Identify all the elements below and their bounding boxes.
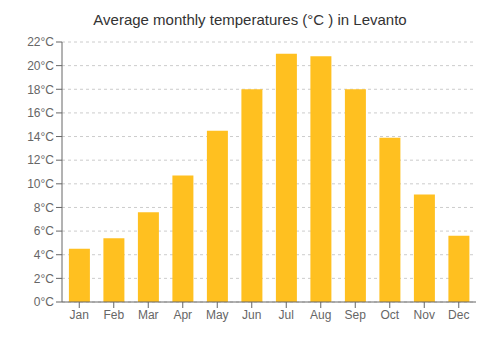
html-text:Average monthly temperatures (: Average monthly temperatures (°C ) in Le…	[93, 11, 407, 28]
svg-text:Jan: Jan	[70, 308, 89, 322]
svg-text:Mar: Mar	[138, 308, 159, 322]
svg-text:6°C: 6°C	[34, 224, 54, 238]
svg-text:22°C: 22°C	[27, 35, 54, 49]
svg-text:8°C: 8°C	[34, 201, 54, 215]
svg-text:Sep: Sep	[345, 308, 367, 322]
svg-text:12°C: 12°C	[27, 153, 54, 167]
svg-text:18°C: 18°C	[27, 83, 54, 97]
svg-text:Feb: Feb	[103, 308, 124, 322]
svg-text:Aug: Aug	[310, 308, 331, 322]
svg-text:Dec: Dec	[448, 308, 469, 322]
svg-text:Jun: Jun	[242, 308, 261, 322]
svg-text:0°C: 0°C	[34, 295, 54, 309]
svg-text:10°C: 10°C	[27, 177, 54, 191]
svg-text:2°C: 2°C	[34, 272, 54, 286]
svg-text:Oct: Oct	[380, 308, 399, 322]
svg-text:Jul: Jul	[279, 308, 294, 322]
svg-text:4°C: 4°C	[34, 248, 54, 262]
svg-text:May: May	[206, 308, 229, 322]
svg-text:16°C: 16°C	[27, 106, 54, 120]
svg-text:Apr: Apr	[173, 308, 192, 322]
svg-text:Nov: Nov	[414, 308, 435, 322]
svg-text:14°C: 14°C	[27, 130, 54, 144]
svg-text:20°C: 20°C	[27, 59, 54, 73]
